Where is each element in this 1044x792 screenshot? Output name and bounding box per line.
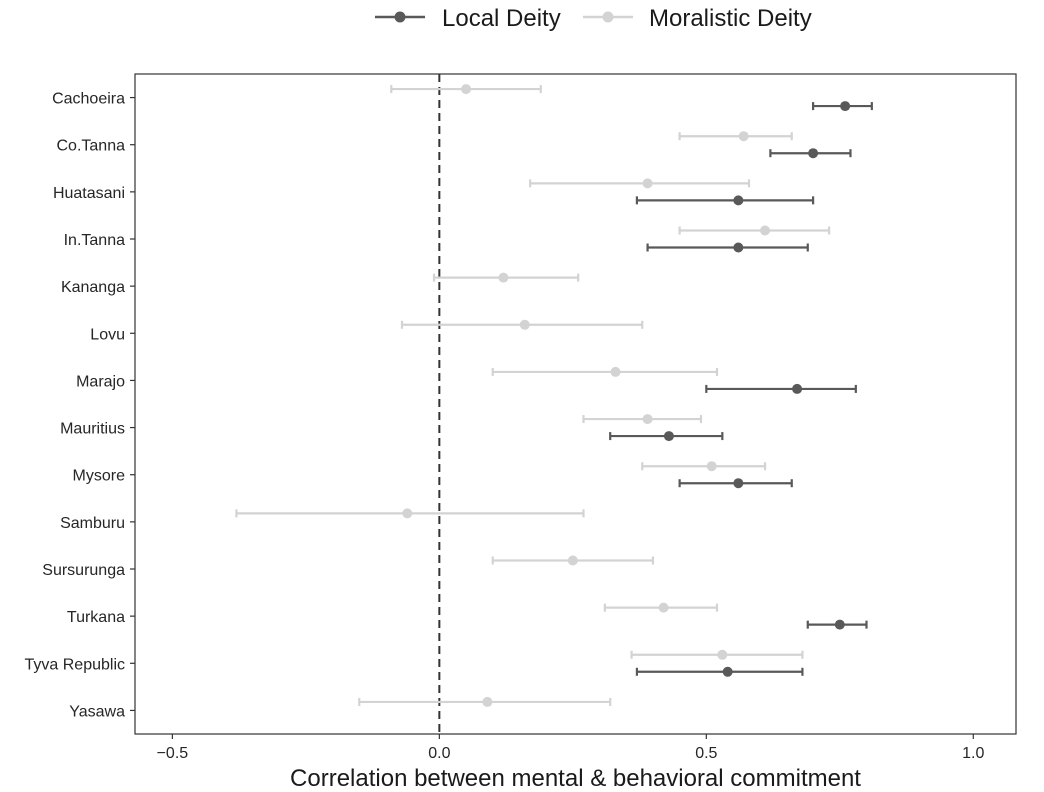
y-tick-label-turkana: Turkana — [67, 609, 125, 626]
point-local-deity-tyva-republic — [635, 666, 804, 677]
y-tick-label-in-tanna: In.Tanna — [64, 232, 125, 249]
legend: Local Deity Moralistic Deity — [375, 5, 812, 32]
estimate-dot — [792, 383, 803, 394]
estimate-dot — [733, 242, 744, 253]
point-local-deity-mysore — [678, 478, 793, 489]
point-moralistic-deity-sursurunga — [491, 555, 655, 566]
estimate-dot — [808, 148, 819, 159]
estimate-dot — [482, 696, 493, 707]
point-local-deity-turkana — [806, 619, 868, 630]
point-moralistic-deity-turkana — [603, 602, 719, 613]
point-moralistic-deity-tyva-republic — [630, 649, 804, 660]
point-moralistic-deity-mysore — [641, 461, 767, 472]
x-tick-label: −0.5 — [157, 745, 189, 762]
point-local-deity-co-tanna — [769, 148, 852, 159]
y-tick-label-marajo: Marajo — [76, 373, 125, 390]
x-axis: −0.5 0.0 0.5 1.0 — [157, 734, 985, 762]
series-local-deity — [609, 101, 873, 677]
estimate-dot — [760, 225, 771, 236]
x-tick-label: 1.0 — [962, 745, 984, 762]
legend-item-moralistic-deity: Moralistic Deity — [583, 5, 812, 32]
estimate-dot — [733, 478, 744, 489]
estimate-dot — [642, 414, 653, 425]
y-tick-label-co-tanna: Co.Tanna — [57, 138, 126, 155]
point-moralistic-deity-kananga — [432, 272, 580, 283]
series-moralistic-deity — [235, 84, 831, 707]
point-moralistic-deity-in-tanna — [678, 225, 831, 236]
estimate-dot — [706, 461, 717, 472]
estimate-dot — [642, 178, 653, 189]
estimate-dot — [722, 666, 733, 677]
estimate-dot — [461, 84, 472, 95]
x-tick-label: 0.0 — [428, 745, 450, 762]
legend-key-dot — [394, 11, 406, 23]
y-tick-label-yasawa: Yasawa — [69, 703, 125, 720]
point-moralistic-deity-huatasani — [529, 178, 751, 189]
y-tick-label-samburu: Samburu — [60, 515, 125, 532]
y-tick-label-kananga: Kananga — [61, 279, 125, 296]
point-moralistic-deity-mauritius — [582, 414, 703, 425]
estimate-dot — [610, 366, 621, 377]
estimate-dot — [519, 319, 530, 330]
estimate-dot — [834, 619, 845, 630]
point-local-deity-huatasani — [635, 195, 815, 206]
estimate-dot — [402, 508, 413, 519]
point-local-deity-mauritius — [609, 431, 724, 442]
point-moralistic-deity-cachoeira — [390, 84, 542, 95]
estimate-dot — [658, 602, 669, 613]
point-moralistic-deity-yasawa — [358, 696, 612, 707]
y-tick-label-lovu: Lovu — [90, 326, 125, 343]
estimate-dot — [738, 131, 749, 142]
estimate-dot — [840, 101, 851, 112]
y-tick-label-mysore: Mysore — [73, 468, 126, 485]
estimate-dot — [498, 272, 509, 283]
y-tick-label-sursurunga: Sursurunga — [42, 562, 125, 579]
estimate-dot — [717, 649, 728, 660]
point-local-deity-marajo — [705, 383, 857, 394]
legend-label: Moralistic Deity — [649, 5, 812, 32]
plot-panel — [134, 73, 1017, 735]
point-local-deity-in-tanna — [646, 242, 809, 253]
y-tick-label-cachoeira: Cachoeira — [52, 91, 125, 108]
x-tick-label: 0.5 — [695, 745, 717, 762]
y-axis: Cachoeira Co.Tanna Huatasani In.Tanna Kanang… — [25, 91, 135, 720]
y-tick-label-tyva-republic: Tyva Republic — [25, 656, 126, 673]
point-moralistic-deity-co-tanna — [678, 131, 793, 142]
y-tick-label-huatasani: Huatasani — [53, 185, 125, 202]
chart-marks — [235, 84, 873, 707]
point-moralistic-deity-marajo — [491, 366, 719, 377]
estimate-dot — [663, 431, 674, 442]
point-moralistic-deity-samburu — [235, 508, 585, 519]
x-axis-title: Correlation between mental & behavioral … — [290, 765, 861, 792]
legend-key-dot — [602, 11, 614, 23]
y-tick-label-mauritius: Mauritius — [60, 421, 125, 438]
legend-item-local-deity: Local Deity — [375, 5, 561, 32]
point-moralistic-deity-lovu — [400, 319, 644, 330]
legend-label: Local Deity — [442, 5, 561, 32]
point-local-deity-cachoeira — [812, 101, 873, 112]
estimate-dot — [733, 195, 744, 206]
estimate-dot — [567, 555, 578, 566]
